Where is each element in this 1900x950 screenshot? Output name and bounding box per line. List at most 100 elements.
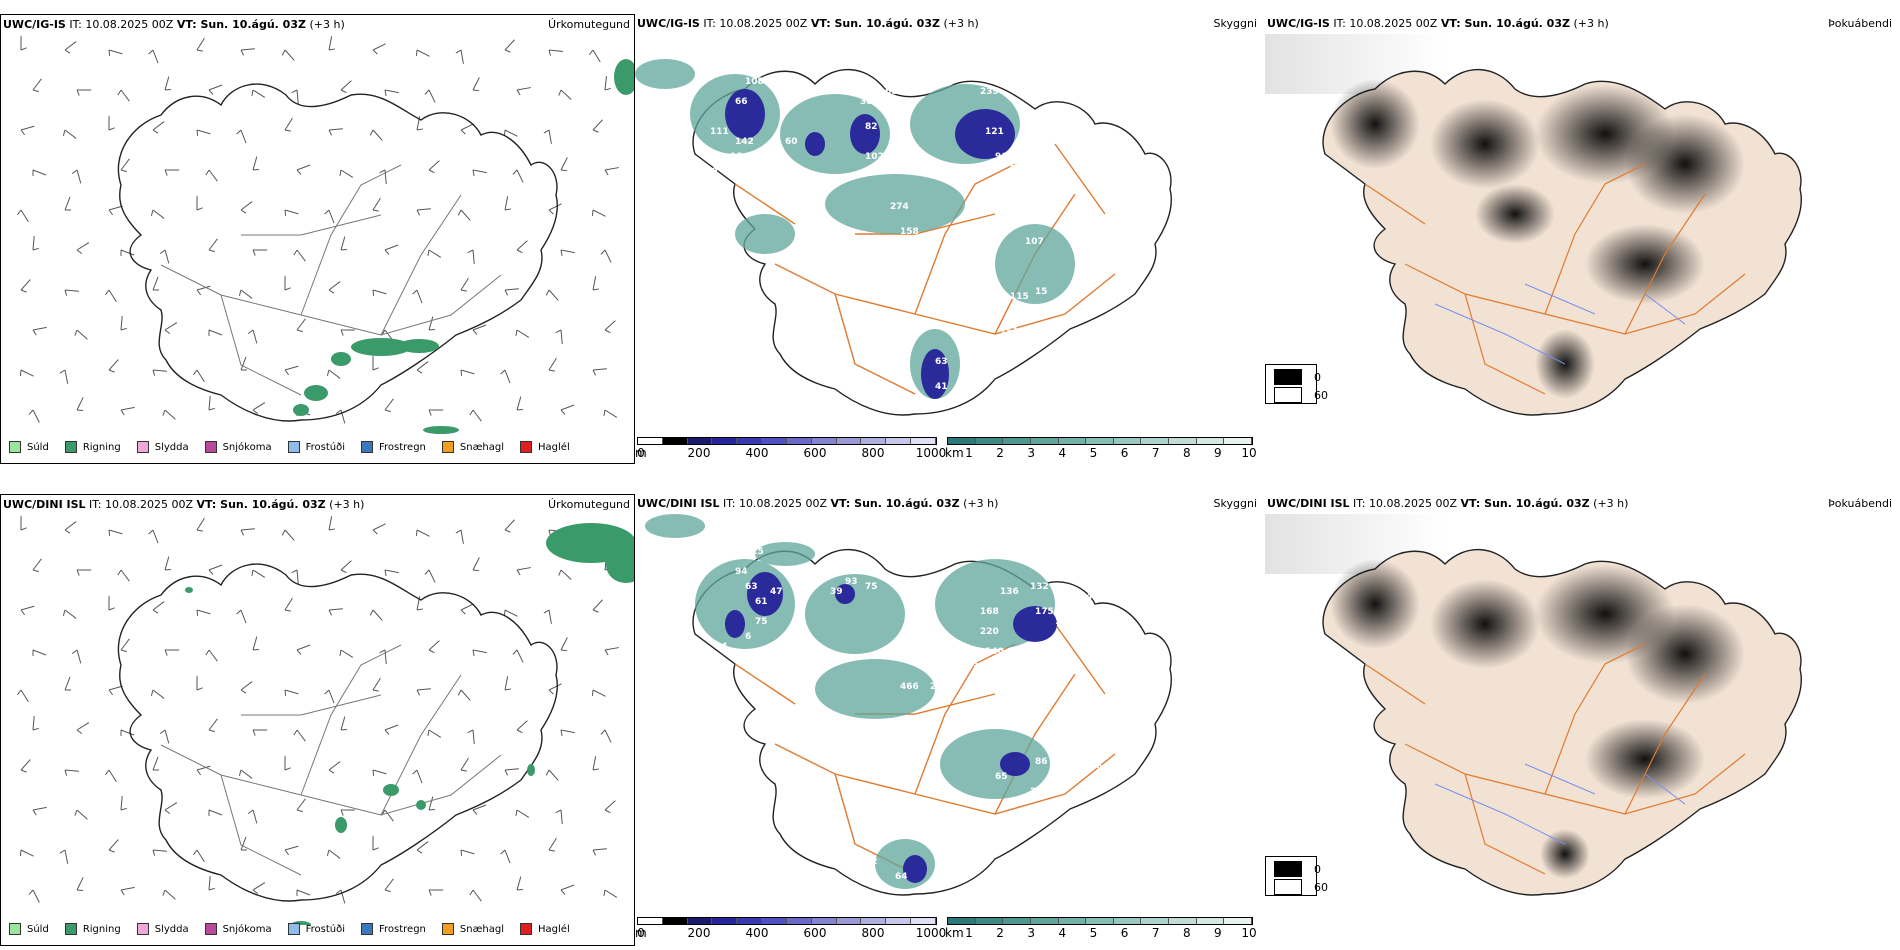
- wind-barb: [428, 569, 436, 583]
- fog-key-light: 60: [1314, 880, 1328, 894]
- wind-barb: [208, 809, 223, 816]
- wind-barb-flag: [372, 769, 375, 777]
- colorbar-cell: [948, 438, 976, 444]
- wind-barb: [296, 89, 299, 104]
- wind-barb: [560, 637, 568, 651]
- wind-barb-flag: [159, 729, 166, 735]
- wind-barb: [428, 160, 440, 171]
- wind-barb-flag: [467, 249, 474, 254]
- wind-barb: [504, 768, 519, 771]
- colorbar-cell: [762, 438, 787, 444]
- colorbar-cell: [687, 438, 713, 444]
- wind-barb: [208, 238, 218, 251]
- wind-barb: [328, 849, 341, 859]
- wind-barb-flag: [603, 409, 606, 416]
- legend-item: Snjókoma: [204, 923, 272, 935]
- cloud-base-label: 96: [995, 152, 1008, 162]
- wind-barb-flag: [515, 329, 518, 336]
- wind-barb: [416, 529, 430, 537]
- wind-barb: [252, 569, 266, 578]
- colorbar-cell: [1003, 918, 1031, 924]
- wind-barb: [372, 129, 383, 141]
- colorbar-tick: 200: [687, 926, 711, 940]
- wind-barb: [384, 169, 387, 184]
- wind-barb-flag: [592, 768, 599, 771]
- wind-barb: [240, 836, 247, 851]
- wind-barb-flag: [469, 889, 474, 896]
- panel-title: UWC/IG-IS IT: 10.08.2025 00Z VT: Sun. 10…: [3, 18, 345, 31]
- wind-barb-flag: [335, 889, 342, 895]
- wind-barb-flag: [20, 47, 27, 51]
- wind-barb-flag: [152, 369, 156, 376]
- cloud-base-label: 409: [895, 652, 914, 662]
- colorbar-cell: [1224, 438, 1253, 444]
- wind-barb-flag: [504, 769, 509, 776]
- wind-barb: [592, 276, 597, 291]
- cloud-base-colorbar-cells: [637, 437, 937, 445]
- wind-barb-flag: [208, 89, 214, 95]
- wind-barb-flag: [428, 328, 436, 331]
- wind-barb: [548, 289, 559, 301]
- wind-barb-flag: [108, 689, 114, 696]
- wind-barb-flag: [548, 369, 555, 372]
- wind-barb-flag: [17, 689, 22, 696]
- wind-barb-flag: [148, 529, 154, 535]
- wind-barb-flag: [592, 609, 599, 613]
- wind-barb-flag: [240, 689, 247, 694]
- wind-barb: [120, 886, 135, 891]
- wind-barb-flag: [196, 609, 199, 617]
- cloud-base-ticks: 0 200 400 600 800 1000: [637, 926, 946, 940]
- wind-barb: [516, 720, 528, 731]
- colorbar-tick: 1000: [915, 926, 947, 940]
- wind-barb-flag: [328, 769, 335, 774]
- wind-barb: [548, 357, 557, 371]
- visibility-ticks: 1 2 3 4 5 6 7 8 9 10: [965, 446, 1257, 460]
- wind-barb-flag: [372, 49, 378, 55]
- wind-barb: [516, 169, 524, 183]
- legend-label: Snæhagl: [459, 441, 505, 453]
- wind-barb: [32, 716, 35, 731]
- wind-barb-flag: [455, 49, 462, 54]
- wind-barb: [76, 169, 82, 184]
- colorbar-tick: 800: [861, 446, 885, 460]
- legend-swatch: [136, 923, 149, 935]
- colorbar-tick: 10: [1241, 446, 1257, 460]
- wind-barb-flag: [504, 688, 511, 691]
- legend-label: Snæhagl: [459, 923, 505, 935]
- wind-barb-flag: [293, 249, 298, 256]
- panel-title: UWC/DINI ISL IT: 10.08.2025 00Z VT: Sun.…: [637, 497, 999, 510]
- wind-barb-flag: [108, 369, 115, 373]
- wind-barb-flag: [472, 809, 478, 815]
- wind-barb-flag: [416, 209, 421, 216]
- wind-barb-flag: [20, 289, 27, 293]
- wind-barb-flag: [162, 409, 166, 416]
- colorbar-tick: 7: [1151, 446, 1160, 460]
- colorbar-tick: 10: [1241, 926, 1257, 940]
- colorbar-cell: [1058, 438, 1087, 444]
- cloud-base-label: 64: [895, 872, 908, 882]
- wind-barb-flag: [460, 609, 466, 615]
- road-network: [160, 164, 502, 396]
- wind-barb: [120, 158, 130, 171]
- legend-item: Slydda: [136, 923, 189, 935]
- wind-barb: [328, 36, 333, 51]
- wind-barb: [196, 765, 211, 771]
- wind-barb-flag: [384, 249, 390, 255]
- wind-barb: [328, 281, 341, 291]
- colorbar-cell: [712, 918, 738, 924]
- wind-barb-flag: [340, 89, 347, 94]
- precip-type-legend: Súld Rigning Slydda Snjókoma Frostúði Frostre…: [9, 441, 586, 453]
- panel-title: UWC/IG-IS IT: 10.08.2025 00Z VT: Sun. 10…: [1267, 17, 1609, 30]
- wind-barb-flag: [120, 889, 125, 896]
- wind-barb: [372, 43, 386, 51]
- wind-barb: [460, 209, 471, 221]
- wind-barb-flag: [71, 649, 78, 655]
- colorbar-cell: [662, 918, 688, 924]
- wind-barb-flag: [164, 568, 172, 571]
- wind-barb-flag: [555, 329, 562, 334]
- cloud-base-label: 65: [995, 772, 1008, 782]
- wind-barb-flag: [196, 687, 203, 691]
- colorbar-tick: 400: [745, 446, 769, 460]
- cloud-base-label: 136: [1000, 587, 1019, 597]
- wind-barb-flag: [591, 689, 594, 697]
